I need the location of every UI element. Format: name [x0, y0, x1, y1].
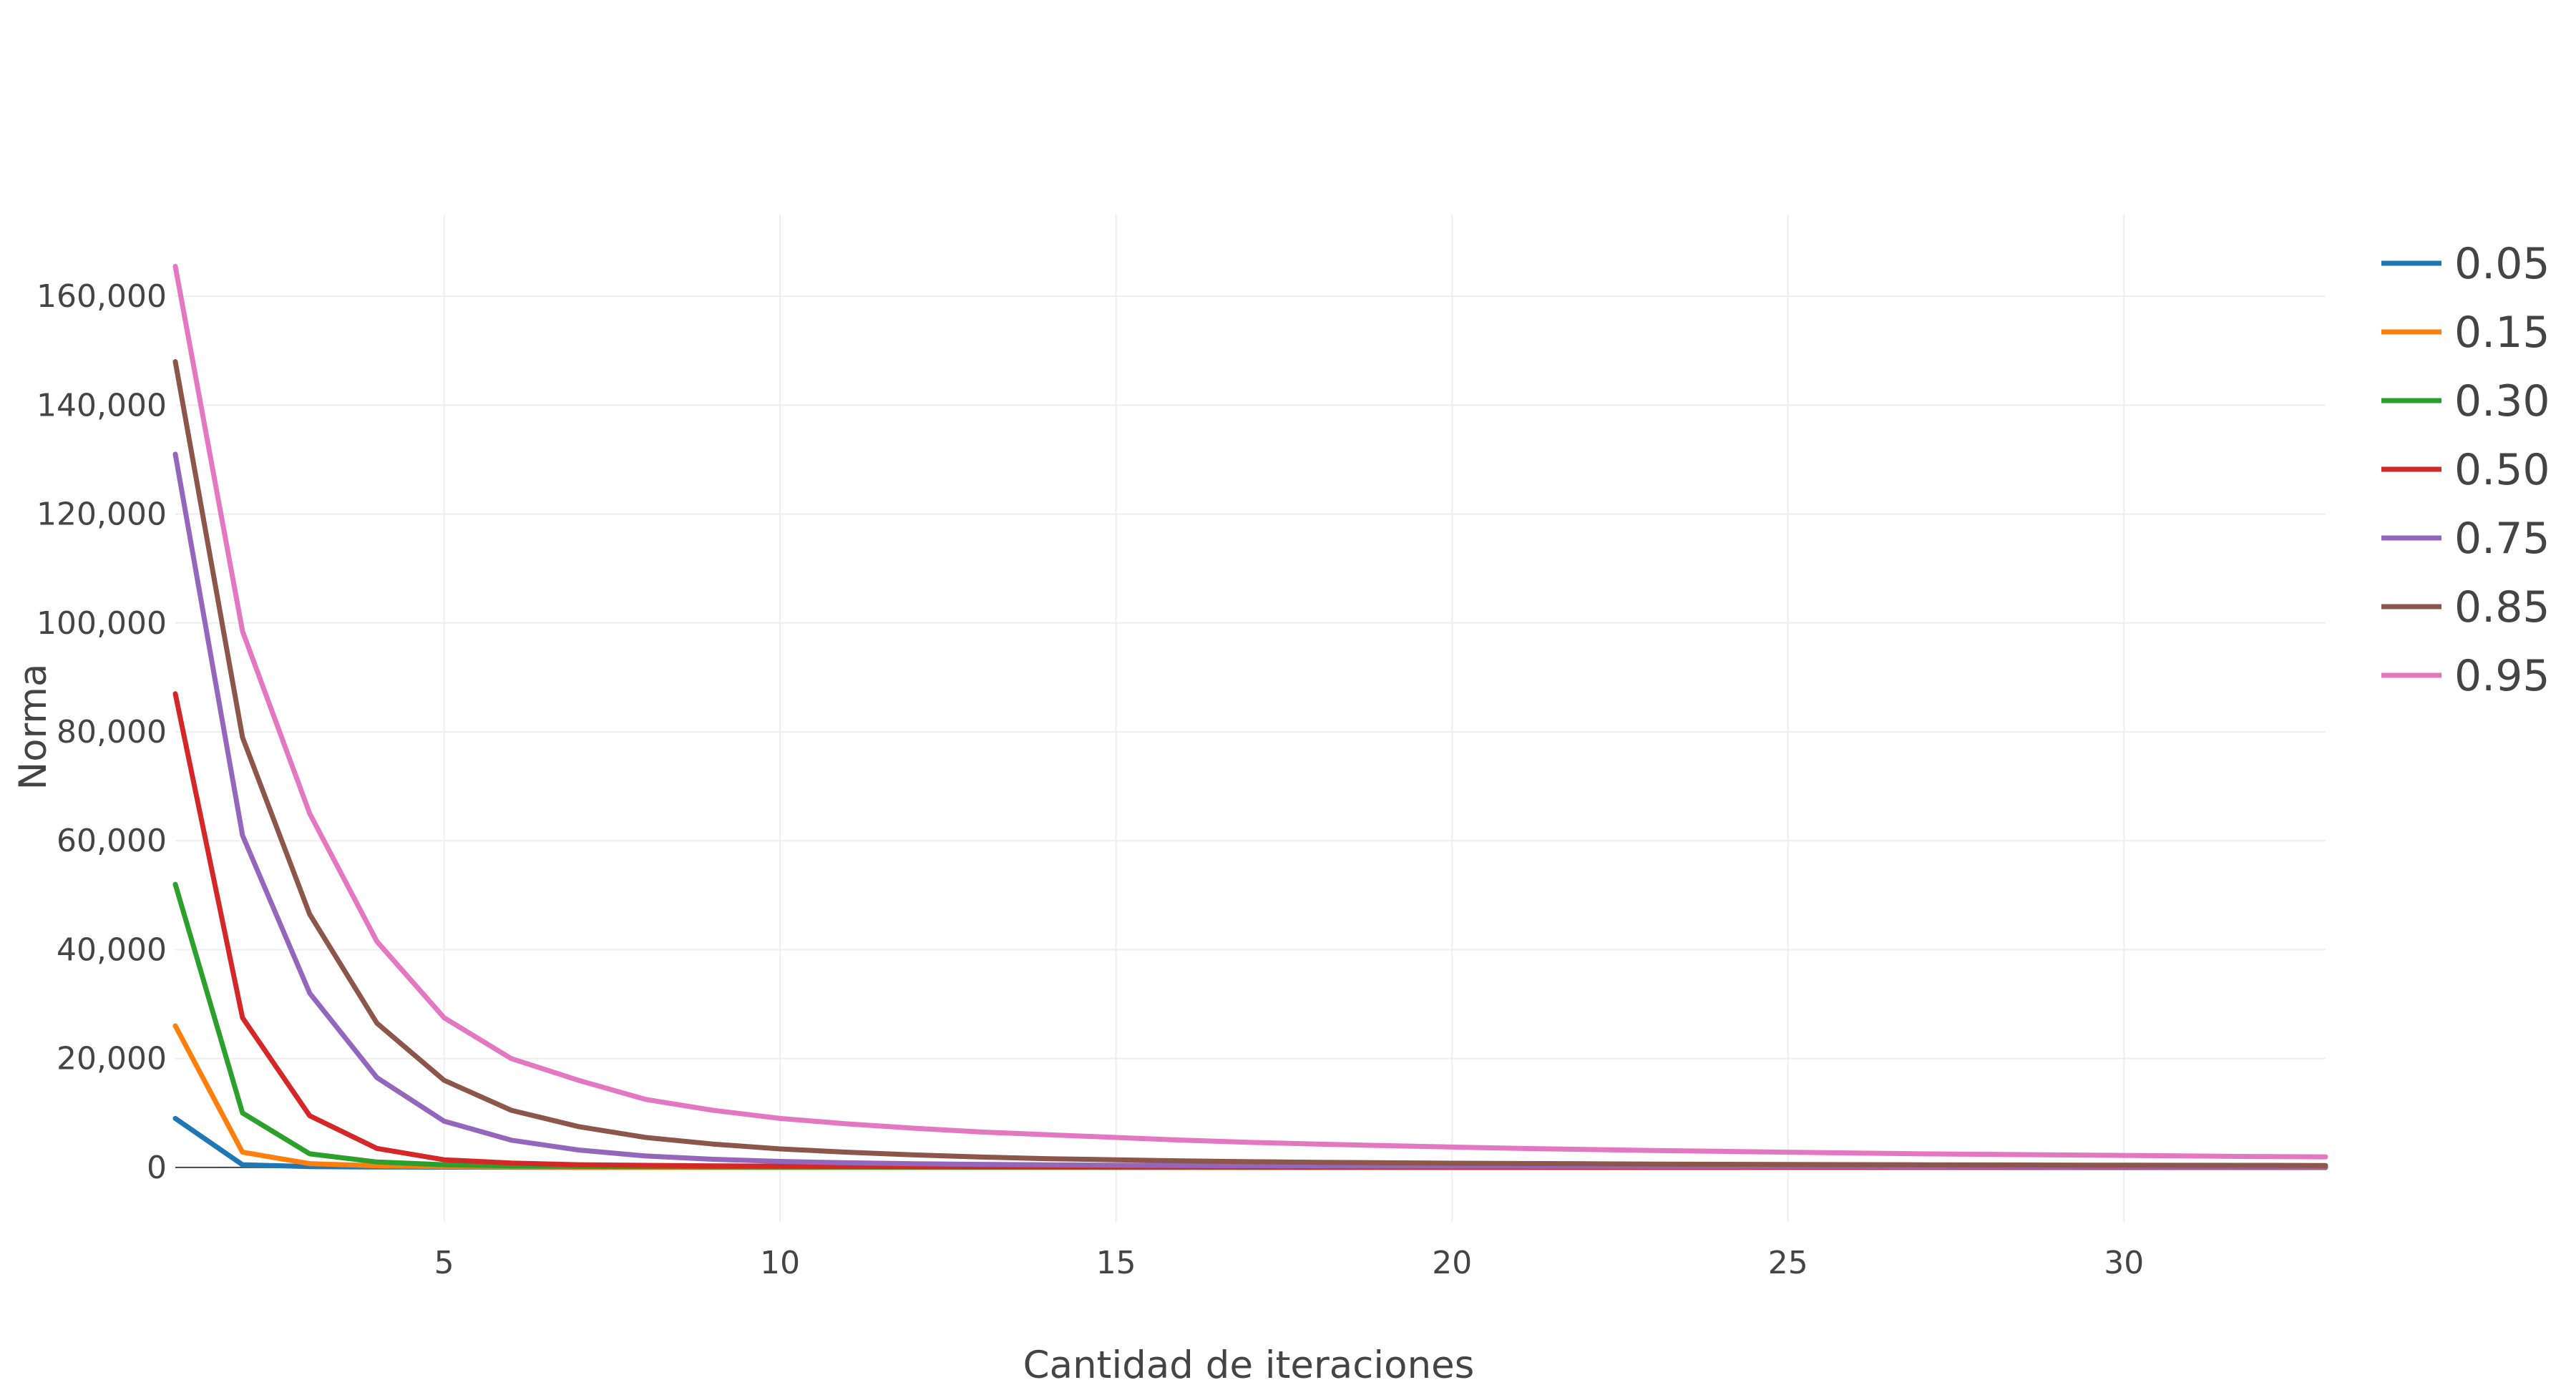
x-tick-label: 30	[2104, 1245, 2144, 1281]
legend-label: 0.50	[2454, 445, 2550, 495]
legend-label: 0.95	[2454, 651, 2550, 701]
y-tick-label: 40,000	[57, 931, 167, 968]
grid-lines	[175, 215, 2326, 1222]
y-tick-label: 0	[147, 1150, 167, 1186]
x-tick-label: 20	[1432, 1245, 1472, 1281]
legend-label: 0.30	[2454, 376, 2550, 426]
y-tick-label: 120,000	[36, 496, 167, 533]
series-line-0-95	[172, 263, 2328, 1160]
y-tick-label: 20,000	[57, 1041, 167, 1077]
series-line-0-50	[172, 691, 2328, 1170]
y-tick-label: 160,000	[36, 278, 167, 315]
series-lines	[172, 263, 2328, 1170]
series-line-0-85	[172, 359, 2328, 1168]
legend-label: 0.75	[2454, 514, 2550, 564]
series-line-0-75	[172, 451, 2328, 1170]
x-axis-title: Cantidad de iteraciones	[1023, 1343, 1475, 1387]
y-axis-title: Norma	[11, 663, 55, 790]
y-tick-label: 140,000	[36, 387, 167, 424]
series-line-0-30	[172, 881, 2328, 1170]
legend-label: 0.05	[2454, 239, 2550, 289]
x-axis-tick-labels: 5 10 15 20 25 30	[434, 1245, 2145, 1281]
y-tick-label: 60,000	[57, 823, 167, 859]
legend: 0.05 0.15 0.30 0.50 0.75 0.85 0.95	[2381, 239, 2550, 701]
y-tick-label: 100,000	[36, 605, 167, 642]
legend-label: 0.15	[2454, 308, 2550, 358]
x-tick-label: 15	[1096, 1245, 1136, 1281]
legend-label: 0.85	[2454, 582, 2550, 632]
series-line-0-15	[172, 1023, 2328, 1170]
x-tick-label: 25	[1768, 1245, 1808, 1281]
y-axis-tick-labels: 0 20,000 40,000 60,000 80,000 100,000 120,000 1…	[36, 278, 167, 1186]
x-tick-label: 5	[434, 1245, 454, 1281]
y-tick-label: 80,000	[57, 714, 167, 750]
x-tick-label: 10	[760, 1245, 800, 1281]
